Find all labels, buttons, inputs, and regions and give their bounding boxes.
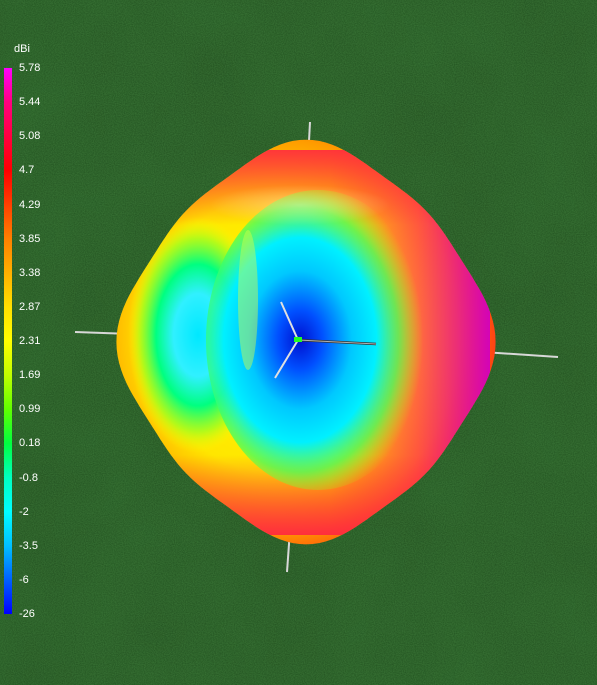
axis-z-front <box>274 339 299 379</box>
color-scale-tick-label: -0.8 <box>19 471 38 484</box>
color-scale-tick-label: -26 <box>19 608 35 620</box>
axis-x-front <box>280 301 299 341</box>
color-scale-tick-label: 0.99 <box>19 403 41 416</box>
color-scale-tick-label: 3.85 <box>19 232 41 245</box>
color-scale-tick-label: -3.5 <box>19 539 38 552</box>
color-scale-tick-label: 5.08 <box>19 130 41 143</box>
color-scale-tick-label: 4.7 <box>19 164 35 177</box>
origin-marker <box>294 337 302 342</box>
axis-y-positive <box>482 351 559 358</box>
color-scale-tick-label: 1.69 <box>19 369 41 382</box>
color-scale-tick-label: 2.31 <box>19 335 41 347</box>
color-scale-tick-label: 5.44 <box>19 96 41 109</box>
color-scale-fill <box>4 68 12 614</box>
color-scale-tick-label: 2.87 <box>19 300 41 313</box>
color-scale-tick-label: -6 <box>19 573 29 586</box>
color-scale-tick-label: 4.29 <box>19 198 41 211</box>
pattern-ridge <box>238 230 258 370</box>
color-scale-bar <box>4 68 12 614</box>
pattern-highlight <box>210 185 390 225</box>
color-scale-tick-label: -2 <box>19 505 29 518</box>
legend-unit-label: dBi <box>14 43 30 55</box>
color-scale-tick-label: 0.18 <box>19 437 41 450</box>
color-scale-tick-label: 5.78 <box>19 62 41 74</box>
color-scale-tick-label: 3.38 <box>19 266 41 279</box>
axis-y-front-highlight <box>297 339 377 345</box>
